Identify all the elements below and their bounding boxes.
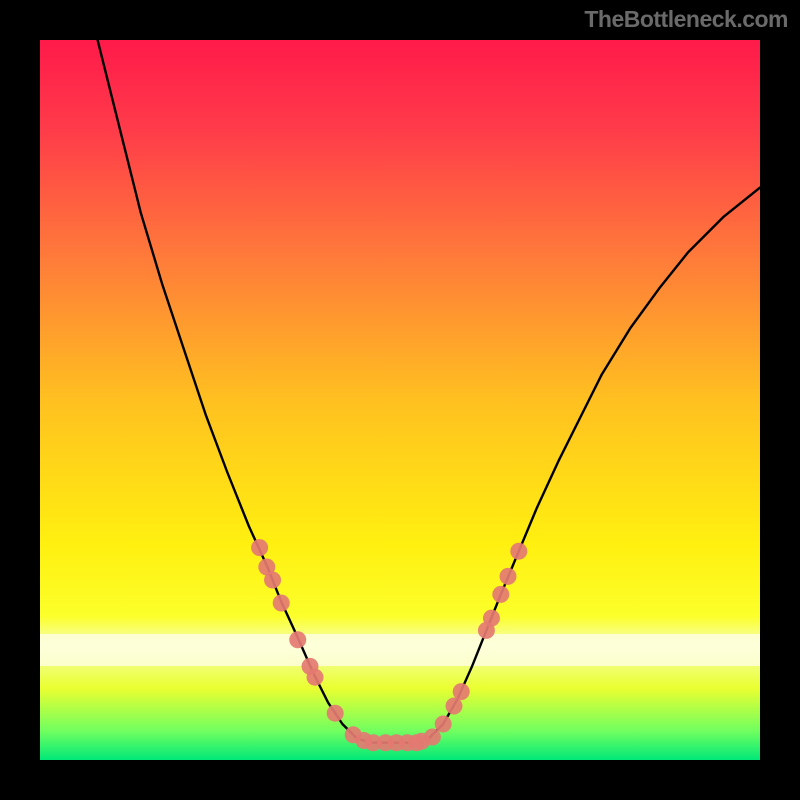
marker-point [251,539,268,556]
marker-point [273,595,290,612]
plot-area [40,40,760,760]
marker-point [500,568,517,585]
marker-point [510,543,527,560]
marker-point [435,716,452,733]
watermark-text: TheBottleneck.com [584,6,788,33]
marker-point [327,705,344,722]
marker-point [307,669,324,686]
marker-group [251,539,527,751]
marker-point [289,631,306,648]
marker-point [483,610,500,627]
marker-point [492,586,509,603]
marker-point [453,683,470,700]
marker-point [264,572,281,589]
chart-overlay [40,40,760,760]
marker-point [446,698,463,715]
chart-frame: TheBottleneck.com [0,0,800,800]
v-curve [98,40,760,743]
marker-point [424,728,441,745]
